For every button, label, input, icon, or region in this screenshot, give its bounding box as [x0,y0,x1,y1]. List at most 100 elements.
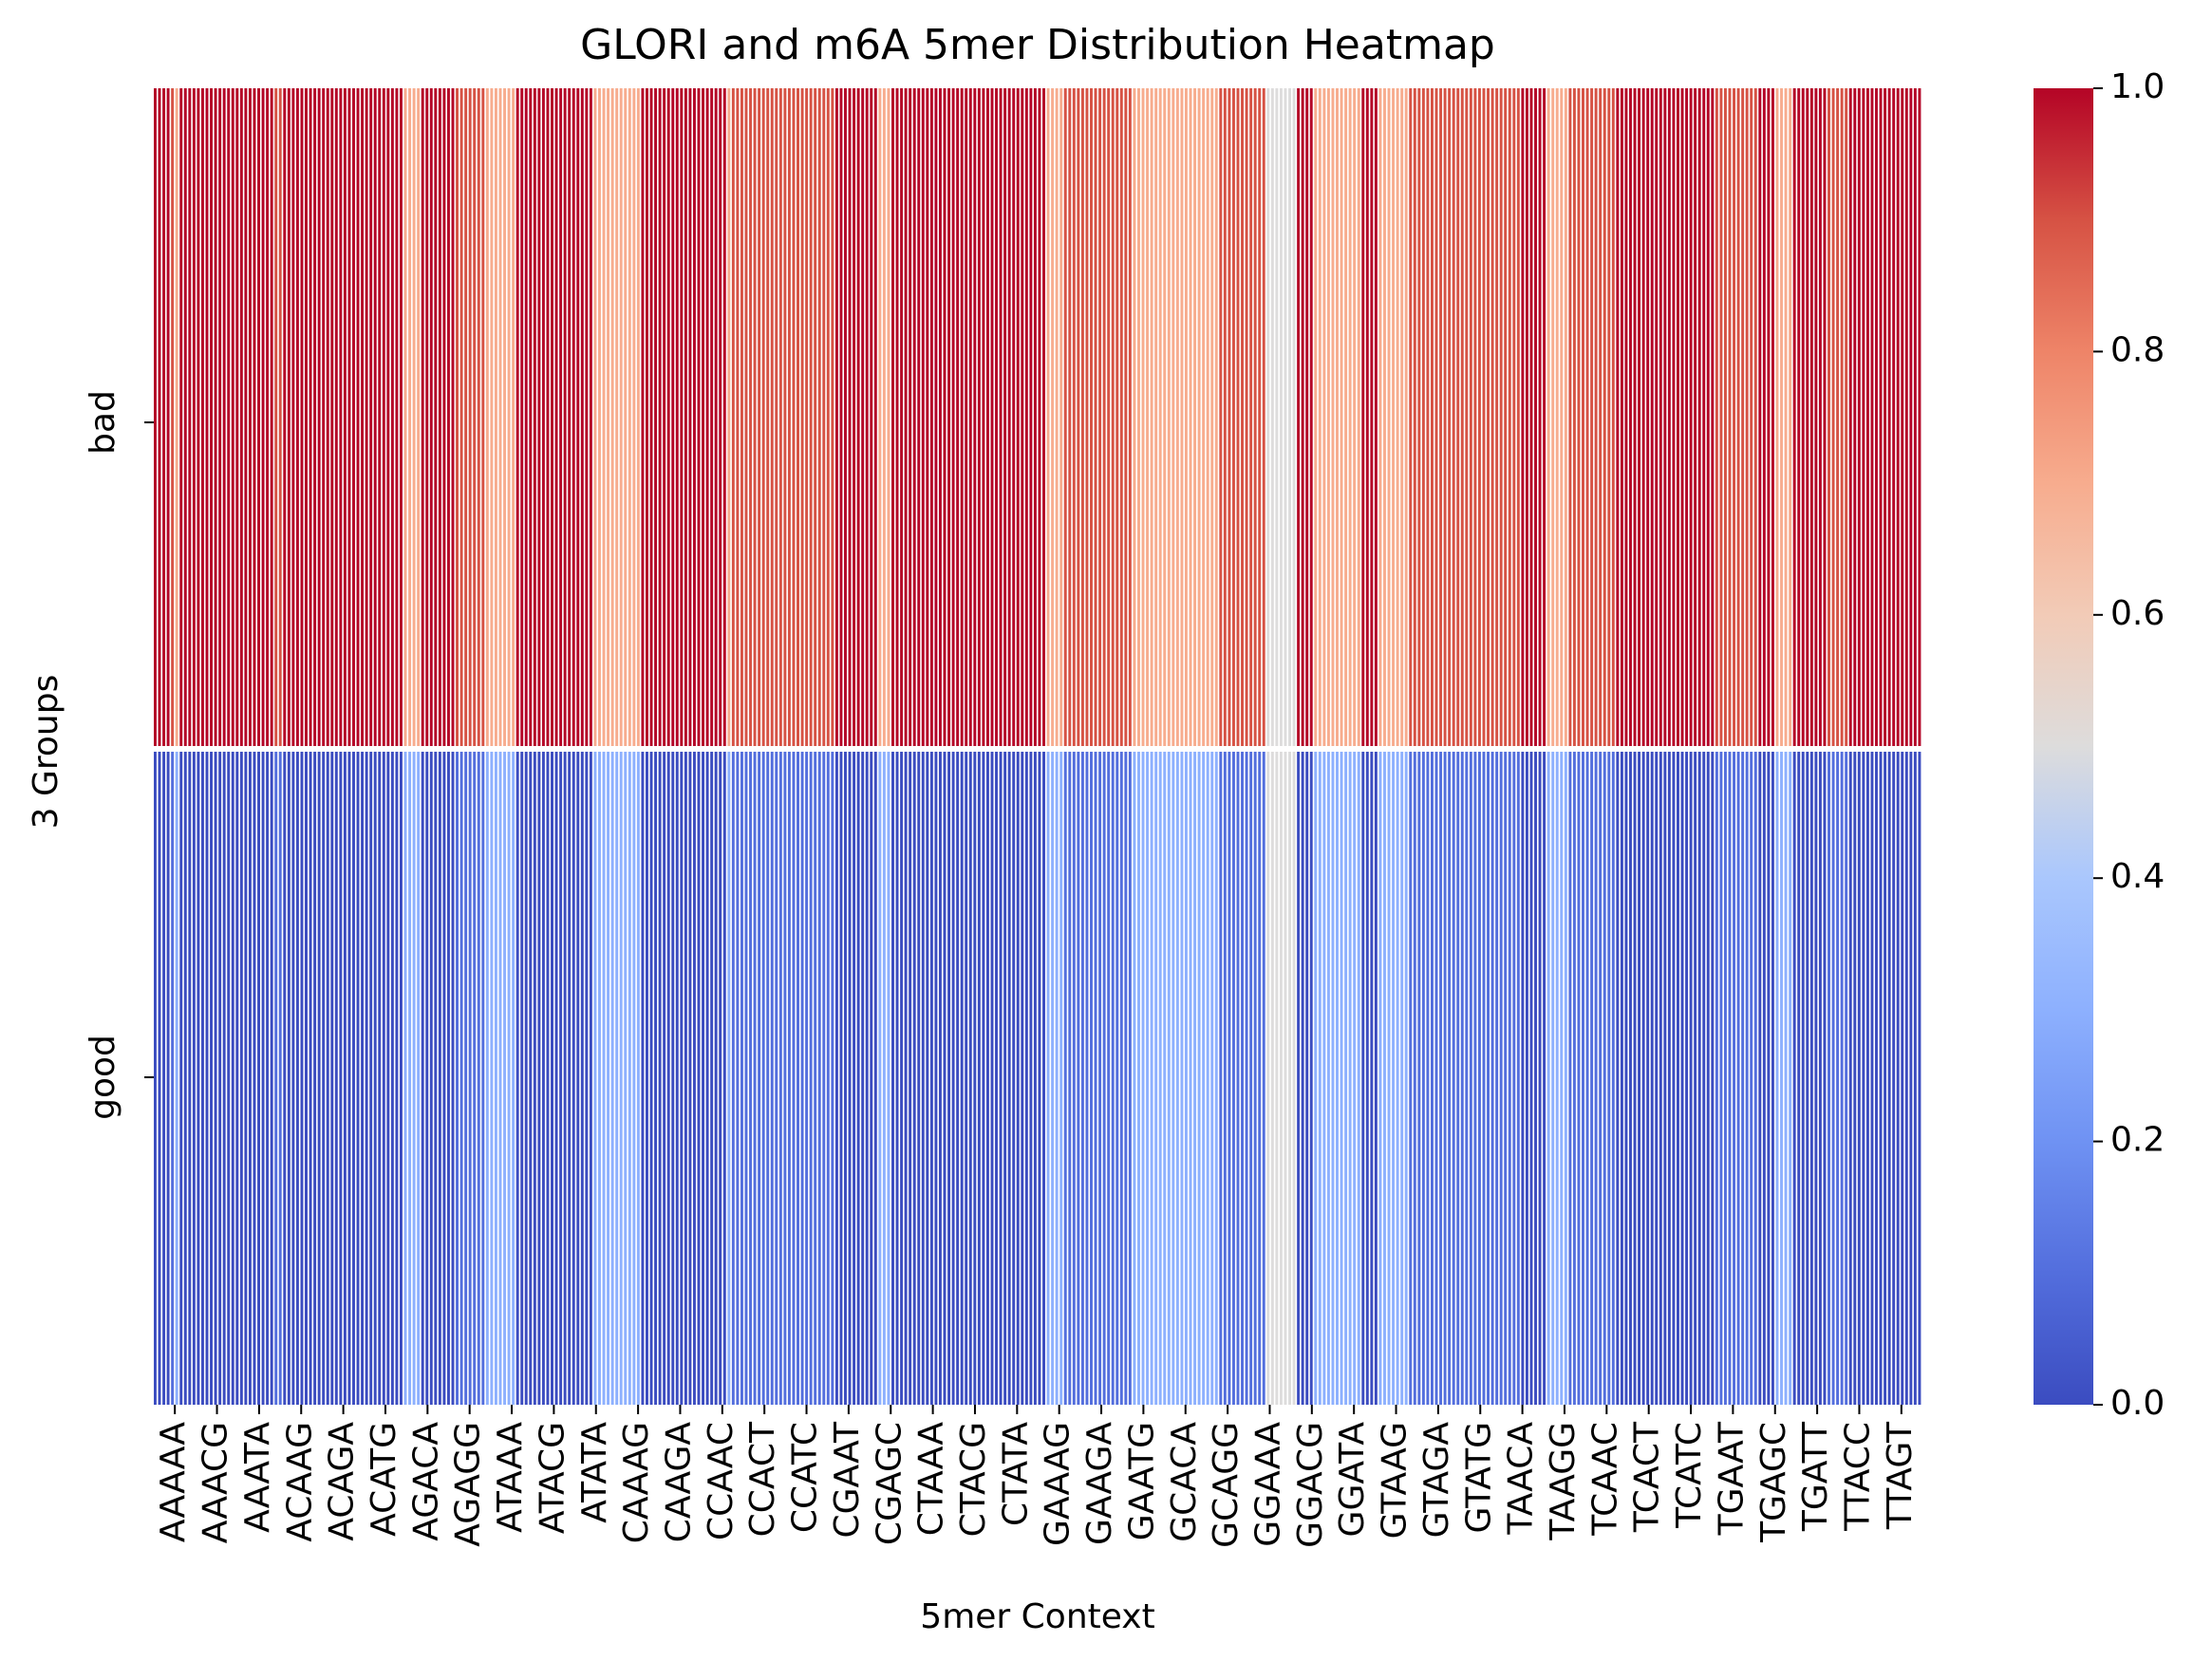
heatmap-cell [210,752,214,1405]
heatmap-cell [1180,88,1184,746]
heatmap-cell [154,88,157,746]
heatmap-cell [753,88,757,746]
heatmap-cell [1046,88,1050,746]
heatmap-cell [956,88,960,746]
heatmap-cell [1582,752,1584,1405]
heatmap-cell [533,88,536,746]
heatmap-cell [619,752,623,1405]
heatmap-cell [1638,752,1641,1405]
heatmap-cell [498,88,502,746]
heatmap-cell [1694,752,1697,1405]
heatmap-cell [1094,88,1097,746]
heatmap-cell [1021,752,1024,1405]
heatmap-cell [1421,88,1425,746]
heatmap-cell [1789,752,1792,1405]
heatmap-cell [934,88,938,746]
heatmap-cell [805,752,809,1405]
heatmap-cell [1715,752,1718,1405]
heatmap-cell [546,88,550,746]
heatmap-cell [580,752,584,1405]
heatmap-cell [403,752,407,1405]
heatmap-cell [305,752,308,1405]
heatmap-cell [1624,88,1628,746]
heatmap-cell [1197,752,1201,1405]
heatmap-cell [1577,752,1581,1405]
y-tick-label-bad: bad [84,390,122,455]
heatmap-cell [999,752,1003,1405]
heatmap-cell [1469,752,1472,1405]
heatmap-cell [1723,88,1727,746]
heatmap-cell [1711,752,1715,1405]
x-tick-label: ATATA [575,1422,614,1523]
heatmap-cell [817,88,821,746]
heatmap-cell [1107,88,1111,746]
heatmap-cell [1314,88,1318,746]
heatmap-cell [1336,88,1339,746]
heatmap-cell [305,88,308,746]
heatmap-cell [512,88,516,746]
heatmap-cell [632,88,636,746]
heatmap-cell [524,752,528,1405]
heatmap-cell [1697,752,1701,1405]
heatmap-cell [1896,88,1900,746]
heatmap-cell [943,88,947,746]
heatmap-cell [787,88,791,746]
heatmap-cell [1620,752,1623,1405]
x-ticks: AAAAA AAACG AAATA ACAAG ACAGA ACATG AGACA AGAGG… [154,1405,1920,1548]
heatmap-cell [1875,752,1878,1405]
heatmap-cell [192,752,196,1405]
heatmap-cell [1508,88,1511,746]
heatmap-cell [1090,752,1093,1405]
heatmap-cell [1499,752,1503,1405]
heatmap-cell [421,88,424,746]
heatmap-cell [1865,88,1869,746]
heatmap-cell [684,752,687,1405]
heatmap-cell [529,88,533,746]
x-tick-label: CTATA [996,1422,1035,1526]
heatmap-cell [1495,88,1499,746]
heatmap-cell [770,88,774,746]
heatmap-cell [1775,88,1779,746]
heatmap-cell [1706,752,1710,1405]
heatmap-cell [1745,752,1749,1405]
heatmap-cell [646,752,648,1405]
heatmap-cell [615,752,619,1405]
heatmap-cell [714,752,718,1405]
heatmap-cell [1607,752,1611,1405]
heatmap-cell [1219,752,1223,1405]
heatmap-cell [1063,88,1067,746]
x-tick-label: ACATG [365,1422,403,1537]
heatmap-cell [283,752,287,1405]
heatmap-cell [1521,88,1525,746]
heatmap-cell [390,88,394,746]
heatmap-cell [231,88,234,746]
heatmap-cell [727,752,731,1405]
heatmap-cell [1417,752,1421,1405]
heatmap-cell [1814,88,1818,746]
heatmap-cell [1823,88,1827,746]
heatmap-cell [1728,88,1732,746]
x-tick-label: AAAAA [154,1422,193,1543]
heatmap-cell [719,88,722,746]
heatmap-cell [1904,88,1908,746]
heatmap-cell [456,88,459,746]
heatmap-cell [1309,752,1313,1405]
heatmap-cell [753,752,757,1405]
heatmap-cell [1896,752,1900,1405]
heatmap-cell [1253,752,1257,1405]
heatmap-cell [494,752,497,1405]
heatmap-cell [1080,752,1084,1405]
heatmap-cell [214,88,217,746]
heatmap-cell [766,88,770,746]
heatmap-cell [1504,88,1508,746]
heatmap-cell [1409,752,1413,1405]
heatmap-cell [572,88,575,746]
heatmap-cell [1560,752,1564,1405]
heatmap-cell [1818,752,1822,1405]
heatmap-cell [1611,88,1615,746]
heatmap-cell [248,752,252,1405]
heatmap-cell [1270,88,1274,746]
heatmap-cell [1137,752,1140,1405]
heatmap-cell [1292,88,1296,746]
heatmap-cell [831,88,834,746]
